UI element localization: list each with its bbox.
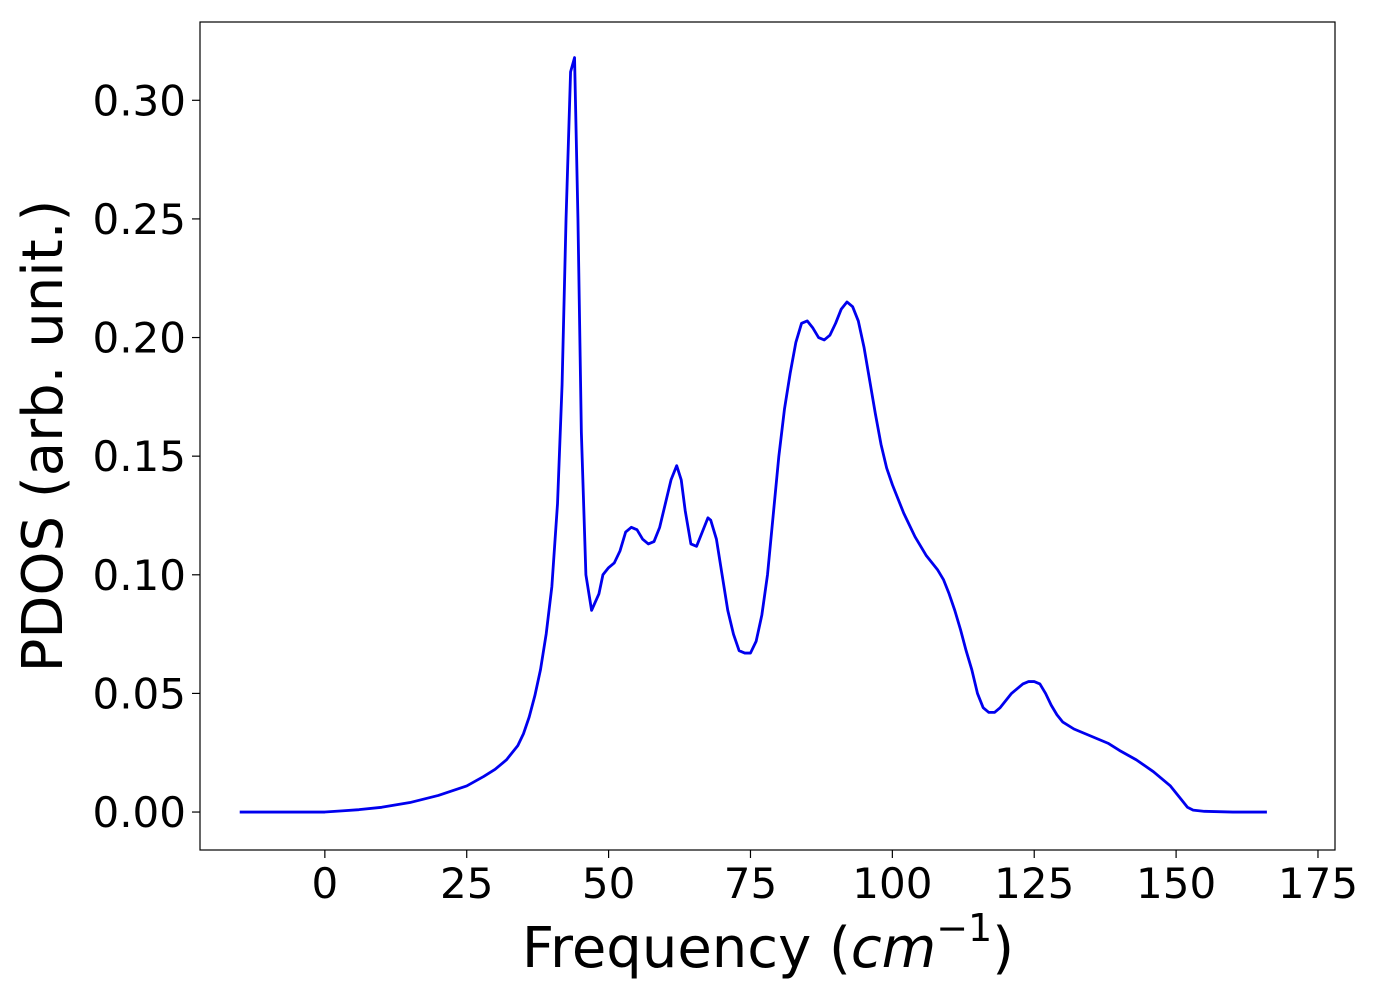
x-tick-label: 175 xyxy=(1278,859,1358,908)
plot-frame xyxy=(199,21,1336,851)
y-tick-label: 0.05 xyxy=(92,669,186,718)
x-axis-ticks: 0 25 50 75 100 125 150 175 xyxy=(311,850,1358,908)
x-tick-label: 75 xyxy=(724,859,777,908)
x-axis-label-unit-exponent: −1 xyxy=(936,906,992,950)
y-tick-label: 0.30 xyxy=(92,76,186,125)
x-tick-label: 50 xyxy=(582,859,635,908)
x-tick-label: 0 xyxy=(311,859,338,908)
x-axis-label-paren-close: ) xyxy=(992,916,1014,981)
y-tick-label: 0.00 xyxy=(92,788,186,837)
x-axis-label-paren-open: ( xyxy=(811,916,851,981)
x-tick-label: 125 xyxy=(994,859,1074,908)
plot-area xyxy=(200,22,1335,850)
y-tick-label: 0.10 xyxy=(92,551,186,600)
x-axis-label-unit: cm xyxy=(851,916,936,981)
y-axis-label: PDOS (arb. unit.) xyxy=(11,200,76,673)
x-tick-label: 100 xyxy=(852,859,932,908)
y-tick-label: 0.25 xyxy=(92,195,186,244)
pdos-series-line xyxy=(239,56,1267,814)
x-axis-label: Frequency (cm−1) xyxy=(522,906,1014,981)
x-tick-label: 25 xyxy=(440,859,493,908)
y-tick-label: 0.15 xyxy=(92,432,186,481)
x-tick-label: 150 xyxy=(1136,859,1216,908)
y-tick-label: 0.20 xyxy=(92,314,186,363)
x-axis-label-text: Frequency xyxy=(522,916,811,981)
y-axis-ticks: 0.00 0.05 0.10 0.15 0.20 0.25 0.30 xyxy=(92,76,200,837)
